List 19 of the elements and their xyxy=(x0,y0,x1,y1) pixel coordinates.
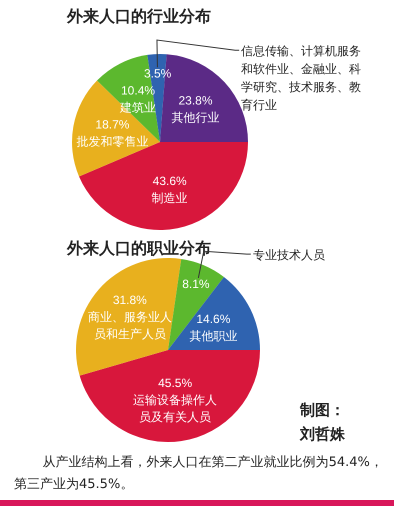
slice-label: 商业、服务业人员和生产人员 xyxy=(88,310,172,341)
slice-label: 信息传输、计算机服务和软件业、金融业、科学研究、技术服务、教育行业 xyxy=(241,44,362,112)
data-label: 45.5% xyxy=(158,376,192,390)
data-label: 23.8% xyxy=(178,94,213,108)
slice-label: 其他职业 xyxy=(189,329,238,344)
data-label: 31.8% xyxy=(112,292,148,307)
slice-label: 批发和零售业 xyxy=(76,134,148,149)
data-label: 14.6% xyxy=(196,312,231,326)
text: 从产业结构上看，外来人口在第二产业就业比例为54.4%，第三产业为45.5%。 xyxy=(14,454,384,494)
data-label: 18.7% xyxy=(95,118,130,132)
slice-label: 专业技术人员 xyxy=(252,248,325,262)
data-label: 43.6% xyxy=(152,174,188,188)
slice-label: 运输设备操作人员及有关人员 xyxy=(133,393,218,424)
text: 制图：刘哲姝 xyxy=(300,400,346,445)
slice-label: 其他行业 xyxy=(171,110,220,125)
data-label: 8.1% xyxy=(182,276,210,291)
chart-title: 外来人口的行业分布 xyxy=(66,8,211,26)
chart-title: 外来人口的职业分布 xyxy=(66,240,211,258)
slice-label: 制造业 xyxy=(152,190,188,205)
